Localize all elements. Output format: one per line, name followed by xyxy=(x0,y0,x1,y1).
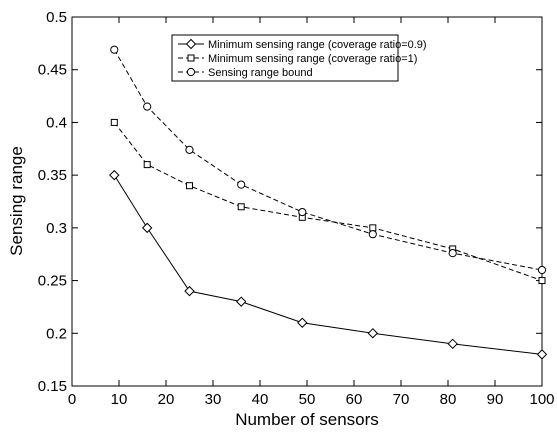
y-tick-label: 0.15 xyxy=(38,378,67,395)
data-point-square xyxy=(369,224,377,232)
data-point-circle xyxy=(110,45,119,54)
axis-ticks: 0 10 20 30 40 50 60 70 80 90 100 0.15 0.2 0.25 0.3 0.35… xyxy=(38,9,555,408)
data-point-diamond xyxy=(297,317,308,328)
data-point-circle xyxy=(143,102,152,111)
data-point-diamond xyxy=(235,296,247,307)
legend-entry-label: Sensing range bound xyxy=(208,67,313,79)
y-tick-label: 0.3 xyxy=(46,220,67,237)
legend: Minimum sensing range (coverage ratio=0.… xyxy=(171,34,427,82)
data-point-circle xyxy=(537,265,547,275)
data-point-square xyxy=(237,203,245,211)
y-tick-label: 0.5 xyxy=(46,9,67,26)
x-tick-label: 90 xyxy=(487,391,504,408)
y-axis-label: Sensing range xyxy=(7,146,26,256)
data-point-circle xyxy=(298,207,307,217)
data-point-circle xyxy=(368,230,377,239)
x-axis-label: Number of sensors xyxy=(235,410,379,429)
x-tick-label: 80 xyxy=(440,391,457,408)
x-tick-label: 40 xyxy=(252,391,269,408)
data-point-circle xyxy=(448,249,457,258)
y-tick-label: 0.4 xyxy=(46,114,67,131)
data-point-diamond xyxy=(109,169,120,181)
legend-marker-square xyxy=(187,54,195,62)
x-tick-label: 0 xyxy=(68,391,76,408)
legend-box xyxy=(171,34,399,82)
data-point-square xyxy=(110,118,118,126)
x-tick-label: 20 xyxy=(158,391,175,408)
legend-entry-label: Minimum sensing range (coverage ratio=1) xyxy=(208,53,417,65)
x-tick-label: 60 xyxy=(346,391,363,408)
y-tick-label: 0.35 xyxy=(38,167,67,184)
data-point-square xyxy=(538,277,546,285)
series-line-2 xyxy=(113,122,543,282)
data-point-square xyxy=(143,161,151,169)
data-point-diamond xyxy=(367,328,379,339)
legend-entry-label: Minimum sensing range (coverage ratio=0.… xyxy=(208,39,427,51)
data-point-circle xyxy=(185,145,194,154)
x-tick-label: 100 xyxy=(529,391,554,408)
y-tick-label: 0.25 xyxy=(38,273,67,290)
y-tick-label: 0.2 xyxy=(46,325,67,342)
series-lines xyxy=(113,49,543,355)
x-tick-label: 30 xyxy=(205,391,222,408)
data-point-diamond xyxy=(447,338,458,350)
data-point-diamond xyxy=(184,285,195,297)
data-point-circle xyxy=(237,180,246,189)
x-tick-label: 70 xyxy=(393,391,410,408)
legend-marker-circle xyxy=(186,67,196,77)
data-point-diamond xyxy=(536,349,548,360)
x-tick-label: 50 xyxy=(299,391,316,408)
series-line-3 xyxy=(113,49,543,271)
data-point-diamond xyxy=(141,222,153,234)
x-tick-label: 10 xyxy=(111,391,128,408)
series-line-1 xyxy=(113,174,543,355)
legend-marker-diamond xyxy=(185,38,197,50)
series-markers xyxy=(109,45,548,360)
data-point-square xyxy=(186,182,193,190)
y-tick-label: 0.45 xyxy=(38,62,67,79)
